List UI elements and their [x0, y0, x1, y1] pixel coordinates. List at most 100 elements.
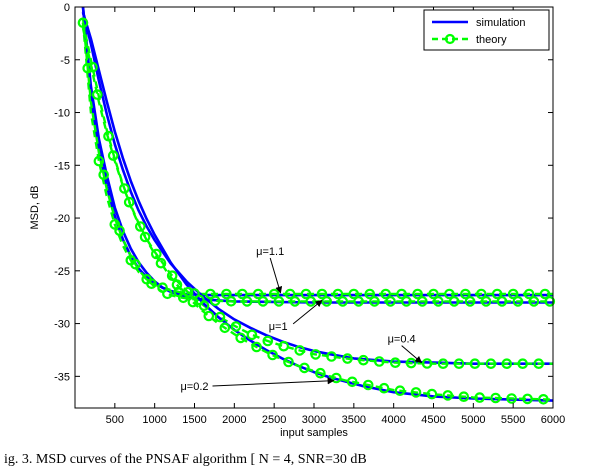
theory-marker-mu-1-1	[316, 288, 328, 300]
theory-marker-mu-1	[353, 296, 364, 307]
theory-marker-mu-0-4	[166, 270, 178, 281]
theory-marker-mu-0-2	[219, 322, 231, 334]
simulation-line-mu-0-4	[81, 11, 553, 365]
theory-marker-mu-0-2	[267, 349, 278, 361]
theory-marker-mu-0-4	[214, 311, 226, 323]
theory-marker-mu-0-2	[522, 393, 533, 405]
theory-marker-mu-0-4	[246, 329, 258, 341]
theory-marker-mu-0-4	[103, 130, 114, 142]
theory-marker-mu-0-4	[517, 358, 528, 369]
msd-chart: 500 1000 1500 2000 2500 3000 3500 4000 4500 5000 5…	[29, 2, 565, 439]
theory-marker-mu-1-1	[523, 288, 535, 300]
theory-marker-mu-0-2	[107, 150, 119, 161]
theory-marker-mu-0-4	[469, 358, 481, 369]
annotation-arrow	[269, 257, 283, 294]
x-tick-label: 6000	[541, 414, 565, 426]
theory-marker-mu-0-2	[315, 367, 326, 379]
theory-marker-mu-1	[528, 296, 540, 307]
theory-marker-mu-0-2	[92, 89, 103, 100]
theory-marker-mu-0-2	[283, 356, 294, 368]
y-tick-label: -5	[60, 55, 70, 67]
theory-marker-mu-0-2	[251, 341, 262, 353]
theory-marker-mu-1-1	[221, 288, 232, 300]
theory-marker-mu-0-2	[123, 196, 135, 208]
theory-marker-mu-1	[241, 296, 253, 307]
legend-simulation-label: simulation	[476, 17, 526, 29]
annotation-label: μ=1.1	[256, 246, 284, 258]
theory-line-mu-1	[81, 17, 553, 303]
theory-marker-mu-1	[480, 296, 492, 307]
annotation-arrow	[292, 299, 323, 325]
axis-ticks: 500 1000 1500 2000 2500 3000 3500 4000 4500 5000 5…	[54, 2, 565, 426]
theory-marker-mu-0-2	[378, 382, 390, 394]
y-tick-label: -10	[54, 108, 70, 120]
x-tick-label: 5500	[501, 414, 525, 426]
theory-marker-mu-0-2	[474, 392, 485, 403]
theory-marker-mu-0-4	[326, 351, 337, 362]
y-tick-label: -25	[54, 266, 70, 278]
theory-marker-mu-1-1	[237, 288, 248, 300]
theory-line-mu-1-1	[81, 22, 553, 296]
theory-marker-mu-1-1	[412, 288, 423, 300]
plot-markers	[77, 17, 556, 405]
theory-marker-mu-1	[432, 296, 444, 307]
theory-marker-mu-1	[512, 296, 524, 307]
theory-marker-mu-0-4	[278, 340, 289, 352]
theory-marker-mu-0-2	[155, 257, 167, 269]
theory-marker-mu-1	[130, 258, 141, 270]
theory-marker-mu-0-4	[501, 358, 513, 369]
theory-marker-mu-0-2	[346, 376, 358, 388]
theory-marker-mu-0-4	[262, 335, 274, 347]
y-tick-label: -20	[54, 213, 70, 225]
x-tick-label: 1500	[182, 414, 206, 426]
theory-marker-mu-0-2	[187, 296, 199, 308]
x-tick-label: 2500	[262, 414, 286, 426]
theory-marker-mu-1-1	[460, 288, 471, 300]
theory-marker-mu-1-1	[300, 288, 312, 300]
annotation-label: μ=1	[269, 321, 288, 333]
theory-marker-mu-1-1	[348, 288, 360, 300]
theory-marker-mu-1	[544, 296, 556, 307]
figure-caption: ig. 3. MSD curves of the PNSAF algorithm…	[4, 452, 367, 467]
theory-marker-mu-0-4	[230, 321, 242, 332]
theory-marker-mu-0-4	[182, 286, 194, 298]
simulation-line-mu-0-2	[81, 11, 554, 402]
theory-marker-mu-1	[225, 295, 237, 307]
theory-marker-mu-0-2	[458, 391, 470, 402]
y-tick-label: 0	[64, 2, 70, 14]
annotation-arrow	[212, 377, 335, 387]
theory-marker-mu-1-1	[93, 155, 105, 167]
theory-marker-mu-1-1	[428, 288, 439, 300]
theory-line-mu-0-2	[81, 27, 554, 401]
theory-marker-mu-0-2	[538, 393, 549, 405]
theory-marker-mu-0-2	[362, 379, 374, 391]
theory-marker-mu-0-2	[139, 231, 151, 243]
y-tick-label: -35	[54, 371, 70, 383]
theory-marker-mu-0-2	[394, 385, 406, 396]
theory-marker-mu-1	[114, 225, 125, 236]
theory-marker-mu-0-2	[299, 362, 310, 374]
theory-line-mu-0-4	[81, 22, 553, 365]
theory-marker-mu-1-1	[268, 288, 280, 300]
theory-marker-mu-0-2	[171, 279, 183, 290]
theory-marker-mu-0-2	[506, 393, 517, 404]
theory-marker-mu-1-1	[507, 288, 519, 300]
theory-marker-mu-0-2	[235, 332, 246, 344]
theory-marker-mu-0-4	[358, 354, 369, 366]
x-tick-label: 2000	[222, 414, 246, 426]
legend: simulation theory	[423, 9, 550, 51]
theory-marker-mu-1	[337, 296, 348, 307]
theory-marker-mu-0-4	[151, 248, 162, 260]
theory-marker-mu-1-1	[205, 288, 216, 300]
theory-marker-mu-1	[257, 296, 269, 307]
theory-marker-mu-1-1	[77, 17, 89, 29]
theory-marker-mu-0-2	[410, 387, 422, 398]
theory-marker-mu-1	[162, 288, 173, 300]
annotations: μ=1.1 μ=1 μ=0.4 μ=0.2	[180, 246, 423, 393]
theory-marker-mu-1	[385, 296, 396, 307]
legend-theory-label: theory	[476, 34, 507, 46]
theory-marker-mu-0-4	[87, 61, 98, 73]
theory-marker-mu-0-4	[294, 345, 305, 356]
x-tick-label: 3500	[342, 414, 366, 426]
x-tick-label: 500	[106, 414, 124, 426]
